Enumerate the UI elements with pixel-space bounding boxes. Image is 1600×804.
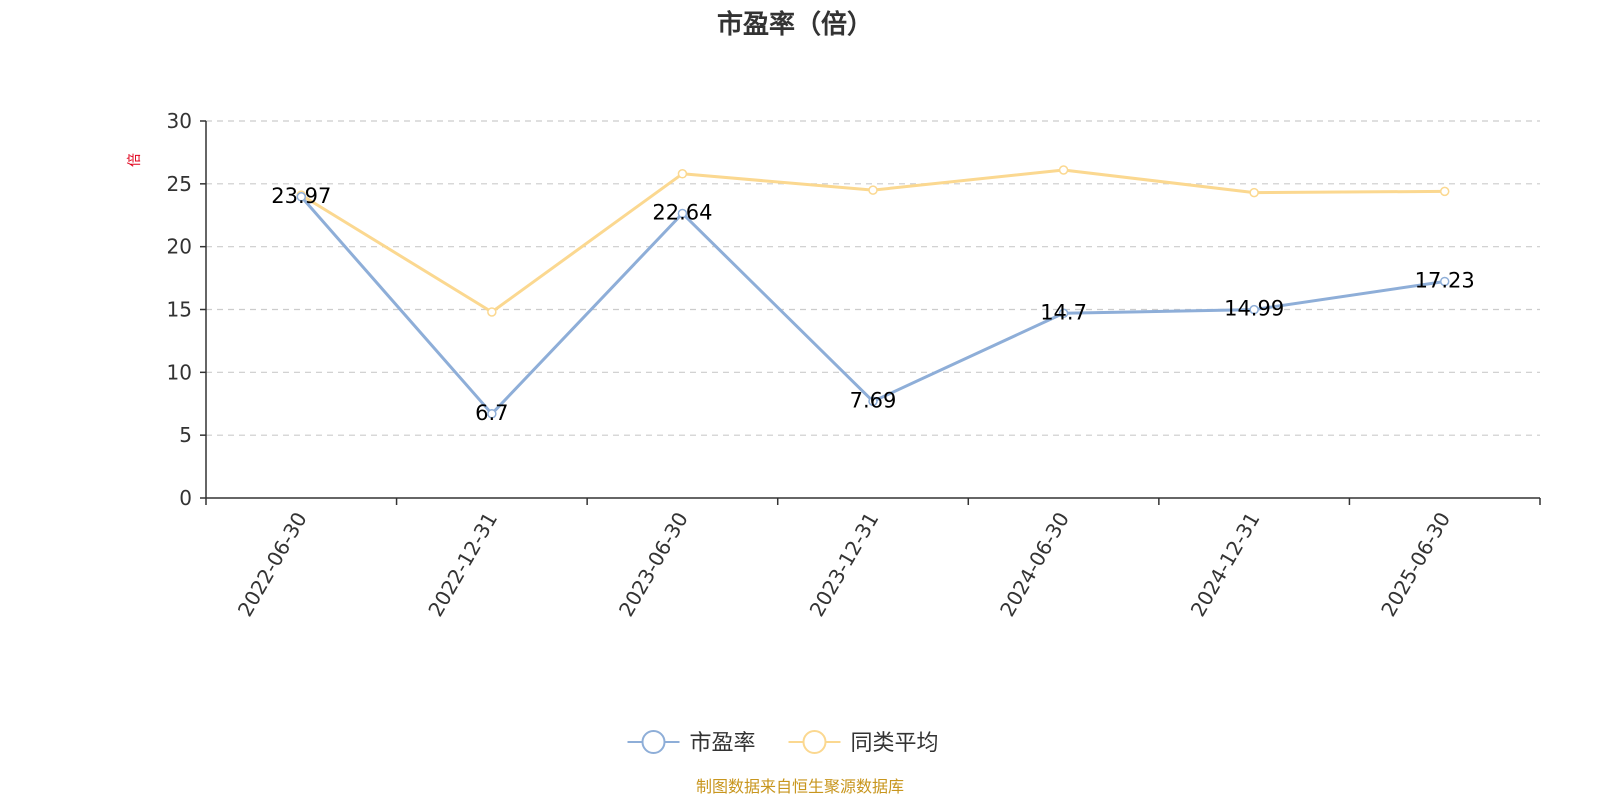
data-label: 22.64 (652, 200, 712, 224)
y-tick-label: 10 (167, 360, 192, 384)
y-tick-label: 30 (167, 109, 192, 133)
series-0-point[interactable] (868, 396, 878, 407)
series-1-point[interactable] (677, 169, 688, 179)
grid-lines (206, 120, 1540, 436)
chart-title: 市盈率（倍） (717, 9, 873, 40)
y-tick-label: 25 (167, 172, 192, 196)
legend-circle-swatch (641, 730, 666, 754)
legend-label: 市盈率 (690, 731, 756, 756)
legend-item-1[interactable]: 同类平均 (788, 730, 939, 756)
data-label: 14.7 (1040, 300, 1087, 324)
y-axis-unit-label: 倍 (127, 153, 143, 167)
x-tick-label: 2024-12-31 (1186, 508, 1265, 621)
series-0-point[interactable] (677, 208, 688, 219)
x-tick-label: 2022-12-31 (423, 508, 502, 621)
series-0-point[interactable] (487, 409, 497, 419)
legend-item-0[interactable]: 市盈率 (627, 730, 756, 756)
y-tick-label: 20 (167, 235, 192, 259)
data-label: 23.97 (271, 184, 331, 208)
series-0-point[interactable] (1439, 276, 1450, 287)
series-0-point[interactable] (296, 192, 307, 202)
data-labels: 23.97 6.7 22.64 7.69 14.7 14.99 17.23 (271, 184, 1475, 425)
x-tick-label: 2023-06-30 (614, 508, 693, 621)
series-1-point[interactable] (1439, 186, 1450, 197)
x-tick-label: 2022-06-30 (233, 508, 312, 621)
x-tick-label: 2024-06-30 (995, 508, 1074, 621)
data-label: 17.23 (1415, 268, 1475, 292)
data-label: 14.99 (1224, 297, 1284, 321)
data-label: 7.69 (850, 388, 897, 412)
series-0-point[interactable] (1249, 304, 1259, 315)
legend-label: 同类平均 (851, 731, 939, 756)
series-1-point[interactable] (487, 307, 497, 317)
y-tick-label: 5 (179, 423, 192, 447)
legend[interactable]: 市盈率 同类平均 (627, 730, 939, 756)
series-1-point[interactable] (868, 185, 878, 195)
x-tick-label: 2025-06-30 (1376, 508, 1455, 621)
legend-circle-swatch (802, 730, 827, 754)
y-tick-label: 0 (179, 486, 192, 510)
x-tick-label: 2023-12-31 (804, 508, 883, 621)
series-1-point[interactable] (1058, 165, 1069, 175)
y-tick-label: 15 (167, 298, 192, 322)
series-lines (296, 165, 1450, 419)
data-source-note: 制图数据来自恒生聚源数据库 (696, 777, 904, 796)
series-1-point[interactable] (1249, 187, 1259, 198)
axes: 0 5 10 15 20 25 30 2022-06-30 2022-12-31 2023-06-… (167, 109, 1541, 621)
series-0-point[interactable] (1058, 308, 1069, 319)
data-label: 6.7 (475, 401, 508, 425)
